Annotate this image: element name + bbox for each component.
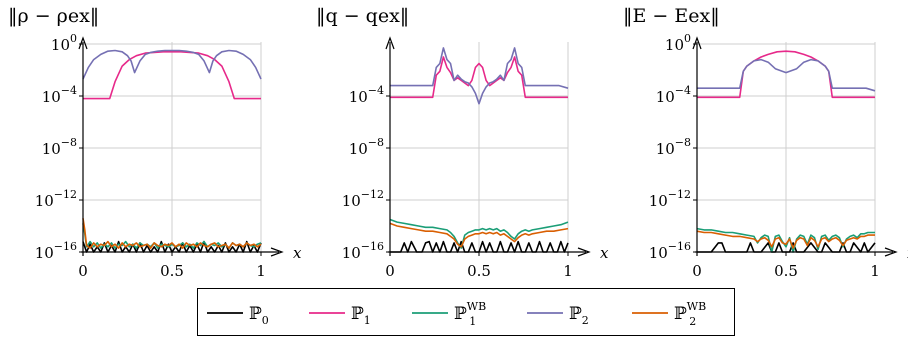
x-tick-label: 1	[256, 262, 266, 280]
y-tick-label: 10−12	[342, 188, 384, 210]
legend-entry-3: ℙWB 1	[412, 300, 486, 328]
y-tick-label: 10−8	[349, 136, 384, 158]
series-group	[389, 47, 569, 253]
legend-entry-4: ℙ2	[527, 304, 589, 327]
x-axis-label: x	[600, 244, 609, 262]
series-line-2	[390, 56, 568, 99]
legend-label: ℙ1	[351, 304, 371, 327]
x-tick-label: 1	[870, 262, 880, 280]
y-tick-label: 10−4	[656, 84, 691, 106]
chart-title: ‖q − qex‖	[316, 5, 409, 27]
legend-entry-5: ℙWB 2	[632, 300, 706, 328]
x-axis-label: x	[293, 244, 302, 262]
legend-label: ℙWB 1	[454, 300, 486, 328]
y-tick-label: 10−4	[349, 84, 384, 106]
chart-title: ‖ρ − ρex‖	[8, 5, 99, 27]
legend-entry-2: ℙ1	[309, 304, 371, 327]
series-line-1	[390, 240, 569, 253]
chart-panel-1: 0 0.5 1 10−16 10−12 10−8 10−4 100 x ‖ρ − ρex‖	[8, 5, 302, 280]
y-tick-label: 10−16	[649, 240, 691, 262]
y-tick-label: 100	[51, 32, 77, 54]
series-line-4	[82, 49, 262, 80]
y-axis-arrow	[385, 36, 395, 50]
y-tick-label: 100	[665, 32, 691, 54]
series-line-5	[82, 218, 262, 249]
legend-label: ℙ0	[249, 304, 269, 327]
y-tick-label: 10−4	[42, 84, 77, 106]
series-line-4	[697, 58, 876, 92]
series-line-2	[697, 50, 875, 99]
chart-title: ‖E − Eex‖	[623, 5, 720, 27]
series-line-2	[83, 51, 261, 100]
legend: ℙ0 ℙ1 ℙWB 1 ℙ2 ℙWB 2	[197, 288, 735, 336]
x-axis-arrow	[270, 247, 284, 257]
y-tick-label: 10−12	[649, 188, 691, 210]
legend-entry-1: ℙ0	[207, 304, 269, 327]
series-line-5	[389, 222, 569, 248]
y-tick-label: 10−16	[35, 240, 77, 262]
x-tick-label: 0.5	[774, 262, 798, 280]
x-tick-label: 0.5	[160, 262, 184, 280]
x-tick-label: 1	[563, 262, 573, 280]
series-line-3	[389, 218, 569, 249]
y-tick-label: 10−16	[342, 240, 384, 262]
x-tick-label: 0.5	[467, 262, 491, 280]
legend-label: ℙWB 2	[674, 300, 706, 328]
series-line-4	[390, 47, 569, 105]
y-axis-arrow	[78, 36, 88, 50]
legend-svg: ℙ0 ℙ1 ℙWB 1 ℙ2 ℙWB 2	[197, 288, 735, 336]
y-tick-label: 10−12	[35, 188, 77, 210]
y-axis-arrow	[692, 36, 702, 50]
x-tick-label: 0	[385, 262, 395, 280]
y-tick-label: 10−8	[42, 136, 77, 158]
chart-panel-2: 0 0.5 1 10−16 10−12 10−8 10−4 x ‖q − qex‖	[316, 5, 609, 280]
legend-label: ℙ2	[569, 304, 589, 327]
legend-frame	[197, 288, 735, 336]
series-line-3	[696, 227, 875, 253]
series-line-5	[696, 230, 875, 249]
x-tick-label: 0	[78, 262, 88, 280]
y-tick-label: 10−8	[656, 136, 691, 158]
x-tick-label: 0	[692, 262, 702, 280]
x-axis-arrow	[577, 247, 591, 257]
x-axis-arrow	[884, 247, 898, 257]
